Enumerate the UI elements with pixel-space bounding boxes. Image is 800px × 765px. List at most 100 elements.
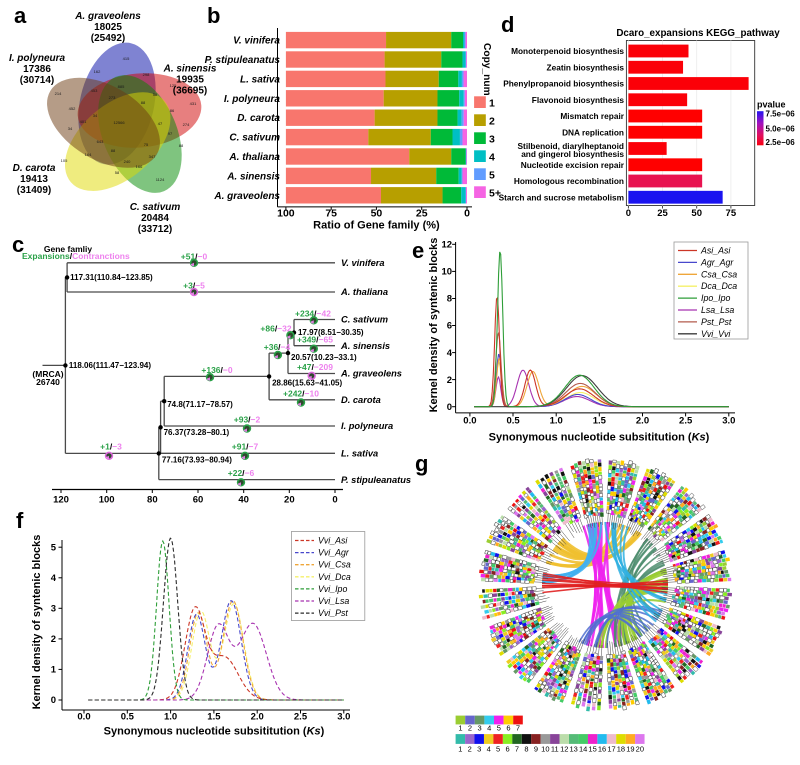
svg-text:75: 75 — [325, 208, 337, 220]
svg-text:75: 75 — [726, 208, 737, 219]
svg-text:431: 431 — [190, 101, 197, 106]
svg-text:C. sativum: C. sativum — [341, 315, 388, 325]
svg-text:10: 10 — [442, 267, 453, 278]
svg-text:347: 347 — [149, 154, 156, 159]
svg-text:0.5: 0.5 — [506, 415, 520, 426]
svg-text:74.8(71.17−78.57): 74.8(71.17−78.57) — [167, 400, 233, 409]
svg-text:+349/−65: +349/−65 — [297, 335, 333, 345]
svg-text:5: 5 — [489, 169, 495, 181]
svg-text:4: 4 — [487, 724, 491, 733]
svg-text:6: 6 — [447, 321, 452, 332]
svg-text:Synonymous nucleotide subsitit: Synonymous nucleotide subsititution (Ks) — [104, 726, 325, 738]
svg-text:+91/−7: +91/−7 — [232, 442, 259, 452]
svg-text:+86/−32: +86/−32 — [260, 324, 291, 334]
svg-text:Zeatin biosynthesis: Zeatin biosynthesis — [547, 62, 625, 72]
svg-text:a: a — [14, 3, 27, 28]
svg-text:273: 273 — [109, 95, 116, 100]
svg-text:4: 4 — [487, 745, 491, 754]
svg-text:0: 0 — [51, 695, 56, 706]
svg-text:3: 3 — [51, 604, 56, 615]
svg-text:Mismatch repair: Mismatch repair — [560, 111, 624, 121]
svg-text:Dcaro_expansions KEGG_pathway: Dcaro_expansions KEGG_pathway — [616, 28, 780, 39]
svg-text:25: 25 — [416, 208, 428, 220]
svg-text:Nucleotide excision repair: Nucleotide excision repair — [521, 160, 625, 170]
svg-text:1: 1 — [489, 97, 495, 109]
svg-text:0: 0 — [464, 208, 470, 220]
svg-text:164: 164 — [85, 152, 92, 157]
svg-text:Ipo_Ipo: Ipo_Ipo — [701, 293, 730, 303]
svg-text:2: 2 — [489, 115, 495, 127]
svg-text:+47/−209: +47/−209 — [297, 362, 333, 372]
svg-text:7: 7 — [515, 745, 519, 754]
svg-text:(36695): (36695) — [173, 86, 207, 97]
svg-text:3: 3 — [477, 745, 481, 754]
svg-text:77.16(73.93−80.94): 77.16(73.93−80.94) — [162, 455, 232, 464]
svg-text:5: 5 — [51, 542, 57, 553]
svg-text:P. stipuleanatus: P. stipuleanatus — [341, 475, 411, 485]
svg-text:6: 6 — [505, 745, 509, 754]
svg-text:Ratio of Gene family (%): Ratio of Gene family (%) — [313, 220, 440, 232]
svg-text:34: 34 — [93, 113, 98, 118]
svg-text:P. stipuleanatus: P. stipuleanatus — [205, 55, 281, 66]
svg-text:885: 885 — [118, 84, 125, 89]
svg-text:e: e — [412, 238, 424, 263]
svg-text:75: 75 — [144, 142, 149, 147]
svg-text:2: 2 — [468, 724, 472, 733]
svg-text:Vvi_Agr: Vvi_Agr — [318, 548, 350, 558]
svg-text:1.0: 1.0 — [164, 712, 177, 723]
svg-text:3: 3 — [478, 724, 482, 733]
svg-text:D. carota: D. carota — [237, 113, 280, 124]
svg-text:105: 105 — [61, 158, 68, 163]
svg-text:1.5: 1.5 — [207, 712, 221, 723]
svg-text:Phenylpropanoid biosynthesis: Phenylpropanoid biosynthesis — [503, 79, 624, 89]
svg-text:80: 80 — [147, 495, 158, 506]
svg-text:50: 50 — [691, 208, 702, 219]
svg-text:11: 11 — [551, 745, 559, 754]
svg-text:Synonymous nucleotide subsitit: Synonymous nucleotide subsititution (Ks) — [489, 432, 710, 444]
svg-text:415: 415 — [123, 56, 130, 61]
svg-text:D. carota: D. carota — [341, 395, 381, 405]
svg-text:pvalue: pvalue — [757, 100, 786, 110]
svg-text:12: 12 — [560, 745, 568, 754]
svg-text:16: 16 — [598, 745, 606, 754]
svg-text:12: 12 — [442, 240, 453, 251]
svg-text:V. vinifera: V. vinifera — [341, 258, 385, 268]
svg-text:26740: 26740 — [36, 377, 60, 387]
svg-text:Vvi_Pst: Vvi_Pst — [318, 608, 348, 618]
svg-text:g: g — [415, 451, 428, 476]
svg-text:7.5e−06: 7.5e−06 — [766, 110, 796, 119]
svg-text:15: 15 — [588, 745, 596, 754]
svg-text:100: 100 — [277, 208, 295, 220]
svg-text:Csa_Csa: Csa_Csa — [701, 269, 737, 279]
svg-text:2.5: 2.5 — [679, 415, 693, 426]
svg-text:8: 8 — [447, 294, 452, 305]
svg-text:A. graveolens: A. graveolens — [74, 11, 141, 22]
svg-text:+22/−6: +22/−6 — [228, 468, 255, 478]
svg-text:1: 1 — [51, 665, 57, 676]
svg-text:C. sativum: C. sativum — [229, 133, 280, 144]
svg-text:I. polyneura: I. polyneura — [341, 421, 393, 431]
svg-text:19935: 19935 — [176, 75, 204, 86]
svg-text:2: 2 — [51, 634, 56, 645]
svg-text:453: 453 — [91, 88, 98, 93]
svg-text:L. sativa: L. sativa — [240, 74, 280, 85]
svg-text:76.37(73.28−80.1): 76.37(73.28−80.1) — [164, 428, 230, 437]
svg-text:Asi_Asi: Asi_Asi — [700, 246, 731, 256]
svg-text:1: 1 — [458, 745, 462, 754]
svg-text:(30714): (30714) — [20, 75, 54, 86]
svg-text:401: 401 — [80, 119, 87, 124]
svg-text:20: 20 — [284, 495, 295, 506]
svg-text:166: 166 — [136, 164, 143, 169]
svg-text:+93/−2: +93/−2 — [234, 415, 261, 425]
svg-text:1.5: 1.5 — [593, 415, 607, 426]
svg-text:5: 5 — [496, 745, 500, 754]
svg-text:(31409): (31409) — [17, 185, 51, 196]
svg-text:f: f — [16, 508, 24, 533]
svg-text:9: 9 — [534, 745, 538, 754]
svg-text:88: 88 — [141, 100, 146, 105]
svg-text:Expansions/Contranctions: Expansions/Contranctions — [22, 251, 130, 261]
svg-text:+1/−3: +1/−3 — [100, 442, 122, 452]
svg-text:4: 4 — [51, 573, 57, 584]
svg-text:118.06(111.47−123.94): 118.06(111.47−123.94) — [69, 361, 151, 370]
svg-text:and gingerol biosynthesis: and gingerol biosynthesis — [521, 149, 624, 159]
